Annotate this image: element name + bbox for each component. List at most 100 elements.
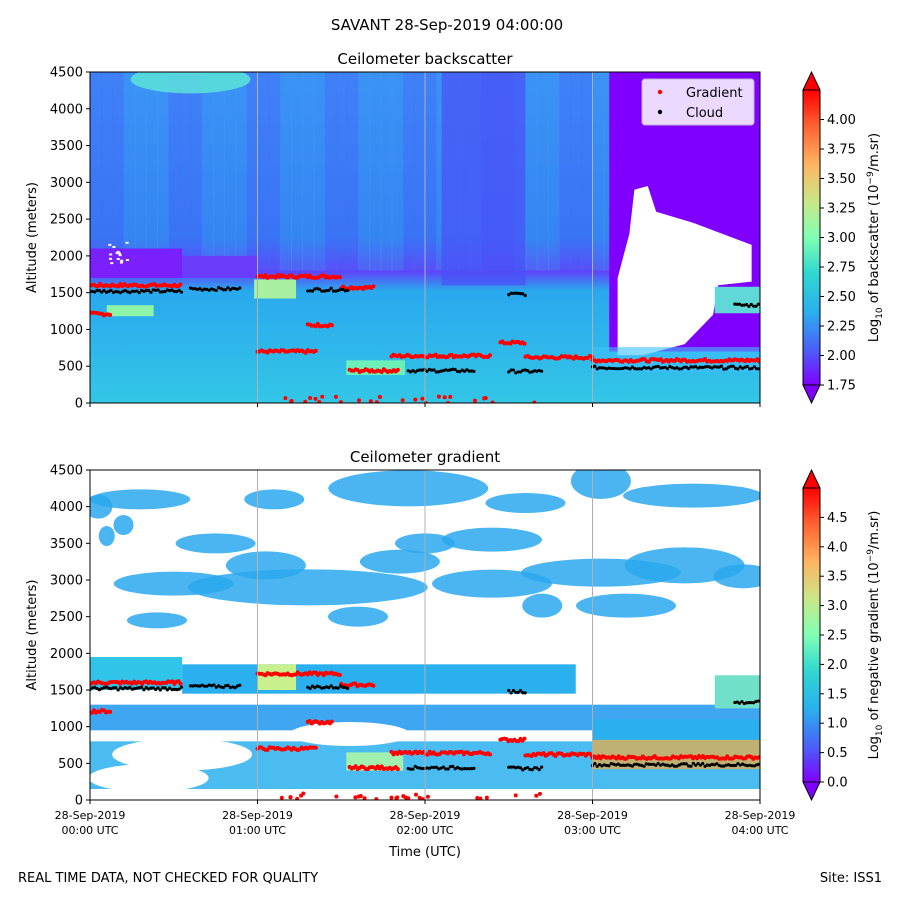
cloud-point xyxy=(736,762,740,766)
cloud-point xyxy=(516,370,520,374)
cloud-point xyxy=(149,686,153,690)
gradient-cloud-blob xyxy=(127,612,187,629)
cloud-point xyxy=(687,764,691,768)
gradient-point xyxy=(436,394,441,399)
cloud-point xyxy=(172,687,177,691)
cloud-point xyxy=(93,685,97,689)
cloud-point xyxy=(593,761,597,766)
cloud-point xyxy=(432,368,436,372)
cloud-point xyxy=(310,289,315,293)
backscatter-texture-band xyxy=(257,72,270,271)
cloud-point xyxy=(434,765,438,769)
gradient-point xyxy=(413,792,418,797)
cloud-point xyxy=(677,367,681,371)
cloud-point xyxy=(458,369,462,374)
plot-area xyxy=(90,470,760,800)
cloud-point xyxy=(715,762,719,766)
cloud-point xyxy=(600,366,604,370)
colorbar-tick-label: 1.0 xyxy=(827,717,848,732)
gradient-point xyxy=(395,767,400,772)
gradient-cloud-blob xyxy=(576,593,676,618)
colorbar-tick-label: 4.00 xyxy=(827,113,856,128)
cloud-point xyxy=(715,365,719,369)
cloud-point xyxy=(509,765,513,769)
cloud-point xyxy=(633,367,637,371)
cloud-point xyxy=(514,291,518,295)
cloud-point xyxy=(729,364,733,368)
cloud-point xyxy=(593,364,597,368)
cloud-point xyxy=(687,366,691,371)
backscatter-layer-patch xyxy=(254,279,297,299)
backscatter-texture-band xyxy=(179,72,192,271)
gradient-point xyxy=(394,796,399,800)
cloud-point xyxy=(749,701,753,705)
y-tick-label: 3500 xyxy=(50,139,83,154)
cloud-point xyxy=(158,290,162,294)
gradient-point xyxy=(446,400,451,403)
cloud-point xyxy=(420,766,424,771)
gradient-cloud-blob xyxy=(713,564,760,589)
x-tick-label: 28-Sep-2019 xyxy=(557,809,628,822)
cloud-point xyxy=(193,684,197,688)
cloud-point xyxy=(509,368,513,372)
gradient-point xyxy=(313,348,318,353)
backscatter-texture-band xyxy=(391,72,404,271)
cloud-point xyxy=(467,369,471,373)
cloud-point xyxy=(135,289,139,293)
x-tick-label: 03:00 UTC xyxy=(564,824,621,837)
gradient-cloud-blob xyxy=(90,489,191,510)
gradient-point xyxy=(448,394,453,399)
backscatter-texture-band xyxy=(592,72,605,271)
colorbar-extend-max xyxy=(802,468,821,489)
cloud-point xyxy=(705,763,710,767)
cloud-point xyxy=(747,701,751,705)
gradient-point xyxy=(356,794,361,799)
cloud-point xyxy=(722,367,726,371)
gradient-layer-band xyxy=(182,664,576,694)
backscatter-texture-band xyxy=(268,72,281,271)
backscatter-texture-band xyxy=(291,72,304,271)
cloud-point xyxy=(755,367,759,371)
legend-marker-gradient xyxy=(657,89,663,95)
backscatter-texture-band xyxy=(279,72,292,271)
backscatter-panel: 0 500 1000 1500 2000 2500 3000 3500 4000 4500 Ceil… xyxy=(25,50,885,412)
cloud-point xyxy=(509,691,513,695)
panel-title: Ceilometer backscatter xyxy=(337,50,513,68)
cloud-point xyxy=(737,701,742,705)
cloud-point xyxy=(528,767,532,771)
gradient-point xyxy=(374,797,379,800)
cloud-point xyxy=(444,767,448,771)
cloud-point xyxy=(665,367,670,371)
cloud-point xyxy=(191,287,195,291)
cloud-point xyxy=(733,302,737,306)
gradient-point xyxy=(442,395,447,400)
cloud-point xyxy=(158,688,162,692)
no-data-speck xyxy=(109,257,113,260)
cloud-point xyxy=(413,370,417,374)
cloud-point xyxy=(149,290,153,295)
gradient-point xyxy=(478,796,483,800)
gradient-cloud-blob xyxy=(442,527,542,552)
cloud-point xyxy=(507,370,511,374)
backscatter-texture-band xyxy=(413,72,426,271)
gradient-point xyxy=(368,399,373,403)
gradient-point xyxy=(425,794,430,799)
gradient-cloud-blob xyxy=(90,494,113,519)
cloud-point xyxy=(327,288,331,292)
gradient-point xyxy=(371,284,376,289)
cloud-point xyxy=(630,764,634,768)
cloud-point xyxy=(114,686,118,690)
cloud-point xyxy=(100,290,104,294)
gradient-point xyxy=(308,396,313,401)
cloud-point xyxy=(738,365,742,369)
gradient-point xyxy=(353,764,358,769)
cloud-point xyxy=(154,687,158,692)
backscatter-texture-band xyxy=(380,72,393,271)
y-axis-label: Altitude (meters) xyxy=(25,580,40,691)
cloud-point xyxy=(619,367,623,371)
y-tick-label: 0 xyxy=(75,397,83,412)
cloud-point xyxy=(539,369,544,373)
cloud-point xyxy=(535,766,539,770)
y-tick-label: 3000 xyxy=(50,176,83,191)
backscatter-texture-band xyxy=(425,72,438,271)
